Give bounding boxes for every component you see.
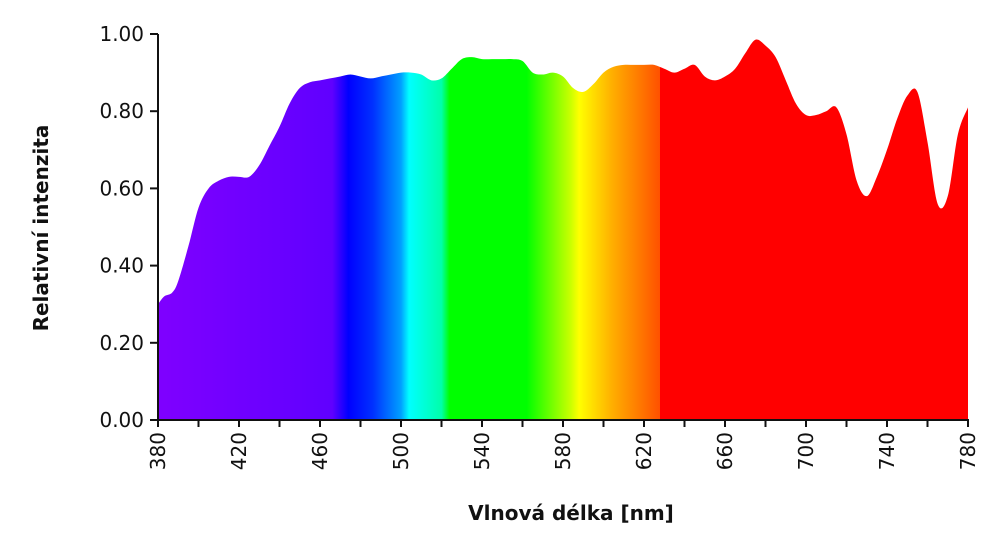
y-tick-label: 0.60 [99,176,144,200]
y-axis-title: Relativní intenzita [29,125,53,332]
y-tick-label: 0.00 [99,408,144,432]
y-tick-label: 0.20 [99,331,144,355]
y-tick-label: 0.80 [99,99,144,123]
x-tick-label: 700 [794,432,818,470]
x-tick-label: 420 [227,432,251,470]
x-axis-title: Vlnová délka [nm] [468,501,674,525]
x-tick-label: 620 [632,432,656,470]
x-tick-label: 740 [875,432,899,470]
x-tick-label: 380 [146,432,170,470]
x-tick-label: 580 [551,432,575,470]
y-axis-ticks: 0.00 0.20 0.40 0.60 0.80 1.00 [99,22,158,432]
x-tick-label: 780 [956,432,980,470]
x-tick-label: 500 [389,432,413,470]
spectrum-area [158,39,968,420]
x-tick-label: 460 [308,432,332,470]
x-tick-label: 540 [470,432,494,470]
y-tick-label: 1.00 [99,22,144,46]
x-axis-ticks: 380 420 460 500 540 580 620 660 700 740 780 [146,420,980,470]
y-tick-label: 0.40 [99,254,144,278]
x-tick-label: 660 [713,432,737,470]
